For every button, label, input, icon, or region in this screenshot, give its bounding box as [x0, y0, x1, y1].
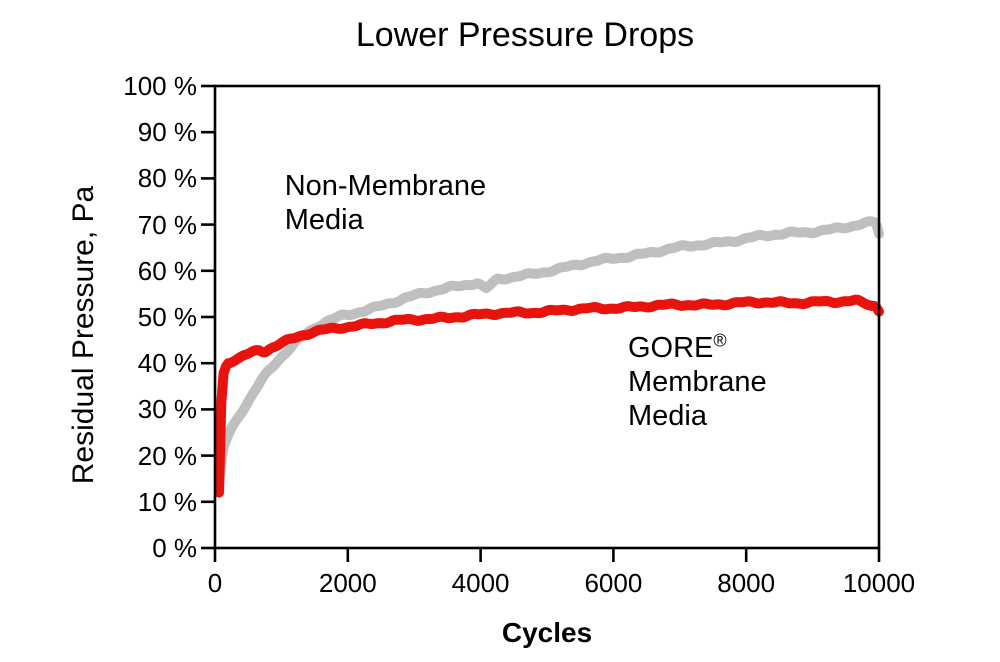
x-tick-label: 4000 [451, 568, 510, 598]
y-tick-label: 0 % [152, 533, 197, 563]
plot-frame [213, 84, 881, 550]
y-tick-label: 80 % [137, 163, 197, 194]
x-tick-label: 8000 [717, 568, 776, 598]
y-tick-label: 10 % [137, 486, 197, 517]
x-axis-title: Cycles [501, 617, 593, 648]
y-tick-label: 70 % [137, 209, 197, 240]
y-tick-label: 100 % [123, 71, 197, 101]
y-tick-label: 50 % [137, 302, 197, 332]
gore-membrane-curve [214, 294, 884, 498]
y-tick-label: 60 % [137, 255, 197, 286]
y-tick-label: 30 % [137, 394, 197, 425]
y-tick-label: 90 % [137, 117, 197, 148]
non-membrane-curve [214, 216, 884, 491]
non-membrane-label: Non-Membrane Media [284, 170, 487, 237]
x-tick-label: 2000 [318, 568, 377, 598]
x-tick-label: 6000 [584, 568, 643, 598]
registered-trademark-symbol: ® [713, 330, 727, 351]
y-tick-label: 40 % [137, 348, 197, 379]
x-tick-label: 0 [207, 568, 223, 598]
x-tick-label: 10000 [842, 568, 916, 598]
chart-title: Lower Pressure Drops [355, 16, 695, 54]
gore-membrane-label: GORE® Membrane Media [628, 330, 767, 432]
y-tick-label: 20 % [137, 440, 197, 471]
